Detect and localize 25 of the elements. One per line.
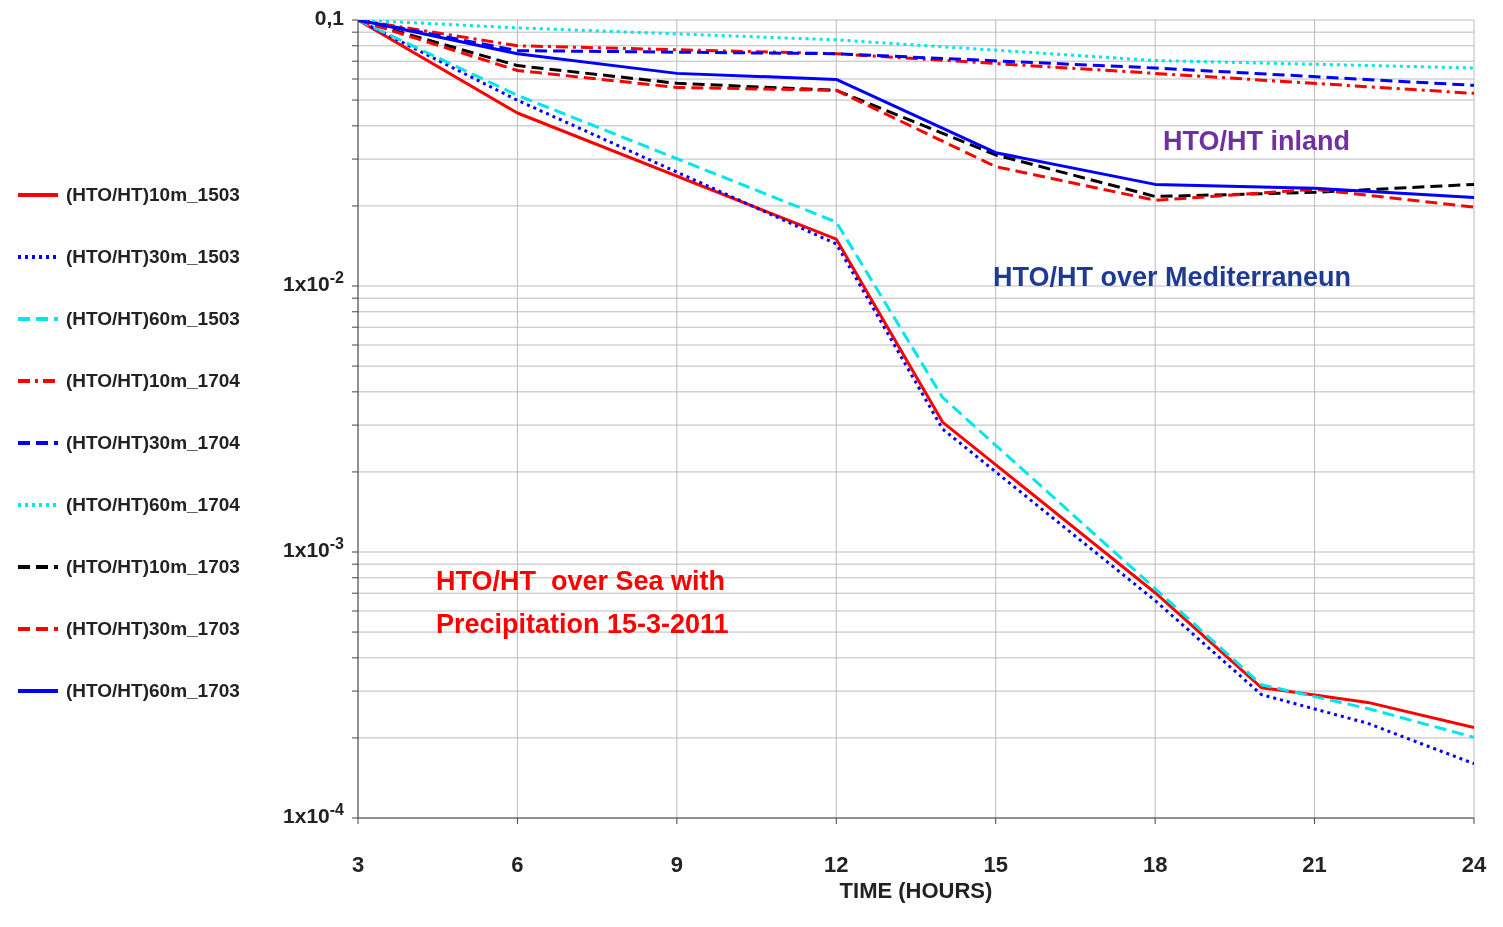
x-tick-label: 15 (983, 851, 1008, 877)
x-tick-label: 18 (1142, 851, 1168, 877)
x-tick-label: 6 (511, 851, 524, 877)
legend-label: (HTO/HT)60m_1704 (66, 494, 240, 516)
legend-label: (HTO/HT)60m_1503 (66, 308, 240, 330)
annotation: HTO/HT over Sea with Precipitation 15-3-2011 (436, 565, 730, 641)
annotation: HTO/HT inland (1163, 125, 1351, 158)
y-tick-label: 1x10$^{-4}$ (283, 800, 345, 827)
legend-label: (HTO/HT)10m_1704 (66, 370, 240, 392)
legend-label: (HTO/HT)10m_1503 (66, 184, 240, 206)
y-tick-label: 1x10$^{-3}$ (283, 534, 345, 561)
legend-label: (HTO/HT)10m_1703 (66, 556, 240, 578)
legend-label: (HTO/HT)60m_1703 (66, 680, 240, 702)
x-tick-label: 21 (1302, 851, 1327, 877)
legend-label: (HTO/HT)30m_1704 (66, 432, 240, 454)
x-tick-label: 24 (1461, 851, 1487, 877)
annotation: HTO/HT over Mediterraneun (993, 261, 1353, 294)
legend-label: (HTO/HT)30m_1703 (66, 618, 240, 640)
x-axis-title: TIME (HOURS) (839, 878, 993, 903)
y-tick-label: 0,1 (314, 6, 345, 29)
legend-label: (HTO/HT)30m_1503 (66, 246, 240, 268)
y-tick-label: 1x10$^{-2}$ (283, 268, 345, 295)
x-tick-label: 12 (824, 851, 849, 877)
x-tick-label: 9 (670, 851, 683, 877)
x-tick-label: 3 (351, 851, 365, 877)
